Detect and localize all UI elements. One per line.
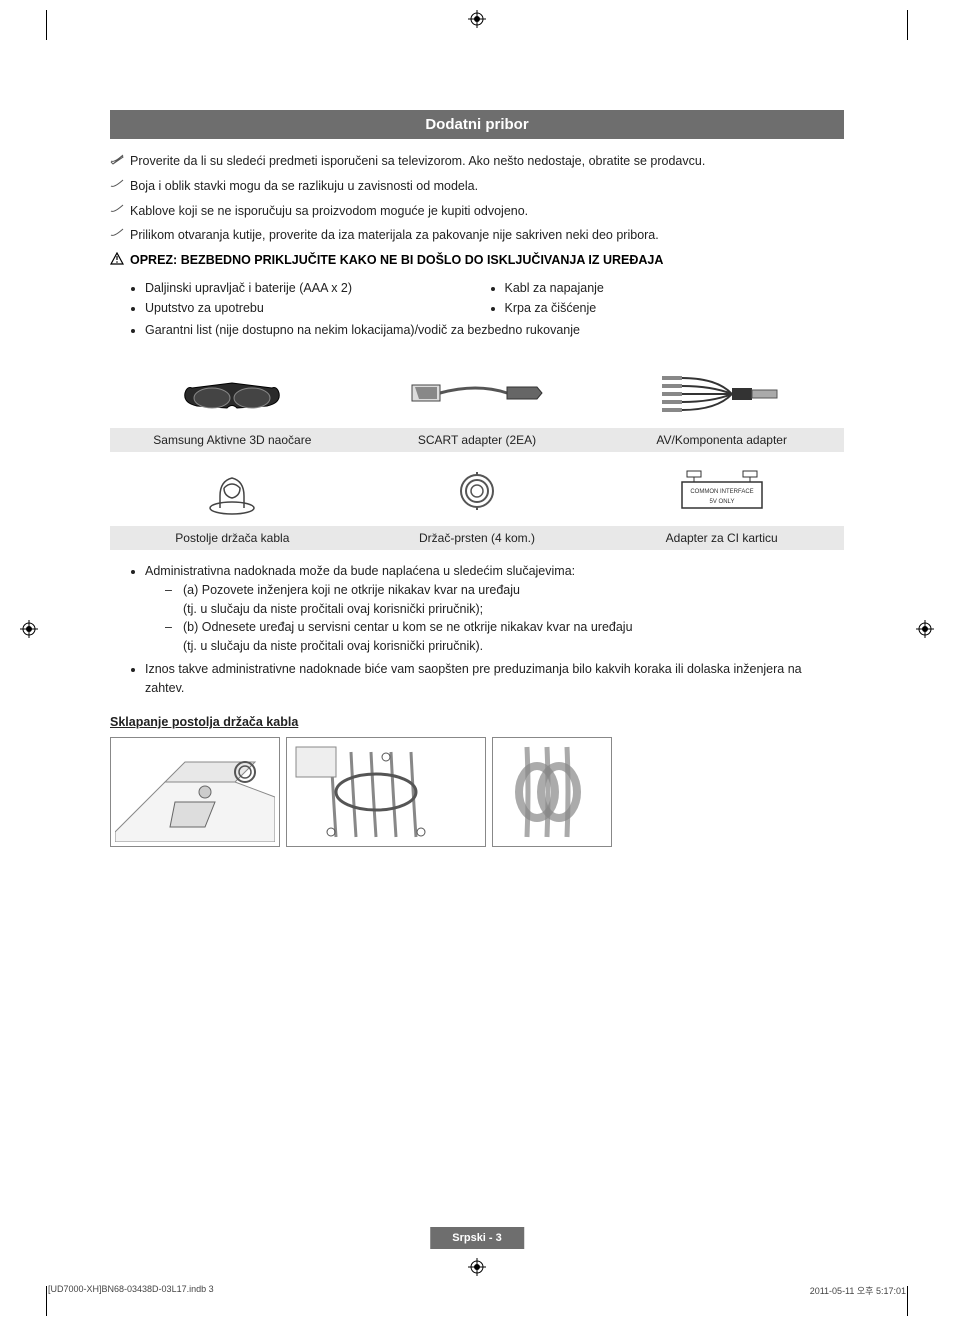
list-item: Uputstvo za upotrebu (145, 298, 485, 318)
product-label: Postolje držača kabla (110, 526, 355, 550)
note-icon (110, 177, 124, 196)
product-row: Samsung Aktivne 3D naočare SCART adapter… (110, 358, 844, 452)
includes-full: Garantni list (nije dostupno na nekim lo… (110, 320, 844, 340)
product-image (110, 358, 355, 428)
product-image (110, 456, 355, 526)
sub-item: (b) Odnesete uređaj u servisni centar u … (165, 618, 844, 656)
diagram-3 (492, 737, 612, 847)
admin-main: Administrativna nadoknada može da bude n… (145, 564, 575, 578)
list-item: Kabl za napajanje (505, 278, 845, 298)
includes-left: Daljinski upravljač i baterije (AAA x 2)… (125, 278, 485, 318)
registration-mark-top (468, 10, 486, 28)
warning-line: OPREZ: BEZBEDNO PRIKLJUČITE KAKO NE BI D… (110, 248, 844, 272)
note-text: Proverite da li su sledeći predmeti ispo… (130, 154, 705, 168)
admin-list: Administrativna nadoknada može da bude n… (110, 562, 844, 701)
note-text: Boja i oblik stavki mogu da se razlikuju… (130, 179, 478, 193)
product-cell-ring-holder: Držač-prsten (4 kom.) (355, 456, 600, 550)
note-icon (110, 226, 124, 245)
list-item: Daljinski upravljač i baterije (AAA x 2) (145, 278, 485, 298)
ci-label-top: COMMON INTERFACE (690, 489, 753, 495)
product-image: COMMON INTERFACE 5V ONLY (599, 456, 844, 526)
product-cell-cable-stand: Postolje držača kabla (110, 456, 355, 550)
product-label: Samsung Aktivne 3D naočare (110, 428, 355, 452)
list-item: Garantni list (nije dostupno na nekim lo… (145, 320, 844, 340)
note-text: Kablove koji se ne isporučuju sa proizvo… (130, 204, 528, 218)
list-item: Iznos takve administrativne nadoknade bi… (145, 660, 844, 702)
product-cell-3d-glasses: Samsung Aktivne 3D naočare (110, 358, 355, 452)
footer-language: Srpski - 3 (430, 1227, 524, 1249)
product-cell-scart: SCART adapter (2EA) (355, 358, 600, 452)
product-grid: Samsung Aktivne 3D naočare SCART adapter… (110, 358, 844, 550)
product-image (599, 358, 844, 428)
list-item: Administrativna nadoknada može da bude n… (145, 562, 844, 660)
diagram-row (110, 737, 844, 847)
includes-right: Kabl za napajanje Krpa za čišćenje (485, 278, 845, 318)
product-image (355, 456, 600, 526)
sub-list: (a) Pozovete inženjera koji ne otkrije n… (145, 581, 844, 656)
product-image (355, 358, 600, 428)
notes-block: Proverite da li su sledeći predmeti ispo… (110, 149, 844, 272)
sub-heading: Sklapanje postolja držača kabla (110, 715, 844, 729)
sub-item: (a) Pozovete inženjera koji ne otkrije n… (165, 581, 844, 619)
diagram-1 (110, 737, 280, 847)
product-label: SCART adapter (2EA) (355, 428, 600, 452)
product-label: Držač-prsten (4 kom.) (355, 526, 600, 550)
note-text: Prilikom otvaranja kutije, proverite da … (130, 228, 659, 242)
note-icon (110, 202, 124, 221)
warning-text: OPREZ: BEZBEDNO PRIKLJUČITE KAKO NE BI D… (130, 253, 663, 267)
product-cell-ci-adapter: COMMON INTERFACE 5V ONLY Adapter za CI k… (599, 456, 844, 550)
note-icon (110, 152, 124, 171)
warning-icon (110, 252, 124, 268)
registration-mark-right (916, 620, 934, 638)
product-label: Adapter za CI karticu (599, 526, 844, 550)
list-item: Krpa za čišćenje (505, 298, 845, 318)
includes-list: Daljinski upravljač i baterije (AAA x 2)… (125, 278, 844, 318)
product-label: AV/Komponenta adapter (599, 428, 844, 452)
product-row: Postolje držača kabla Držač-prsten (4 ko… (110, 456, 844, 550)
registration-mark-left (20, 620, 38, 638)
ci-label-bottom: 5V ONLY (709, 499, 734, 505)
registration-mark-bottom (468, 1258, 486, 1276)
crop-marks-bottom (0, 1296, 954, 1316)
note-line: Prilikom otvaranja kutije, proverite da … (110, 223, 844, 248)
note-line: Kablove koji se ne isporučuju sa proizvo… (110, 199, 844, 224)
note-line: Proverite da li su sledeći predmeti ispo… (110, 149, 844, 174)
product-cell-av-adapter: AV/Komponenta adapter (599, 358, 844, 452)
note-line: Boja i oblik stavki mogu da se razlikuju… (110, 174, 844, 199)
section-title: Dodatni pribor (110, 110, 844, 139)
diagram-2 (286, 737, 486, 847)
page-content: Dodatni pribor Proverite da li su sledeć… (110, 110, 844, 847)
